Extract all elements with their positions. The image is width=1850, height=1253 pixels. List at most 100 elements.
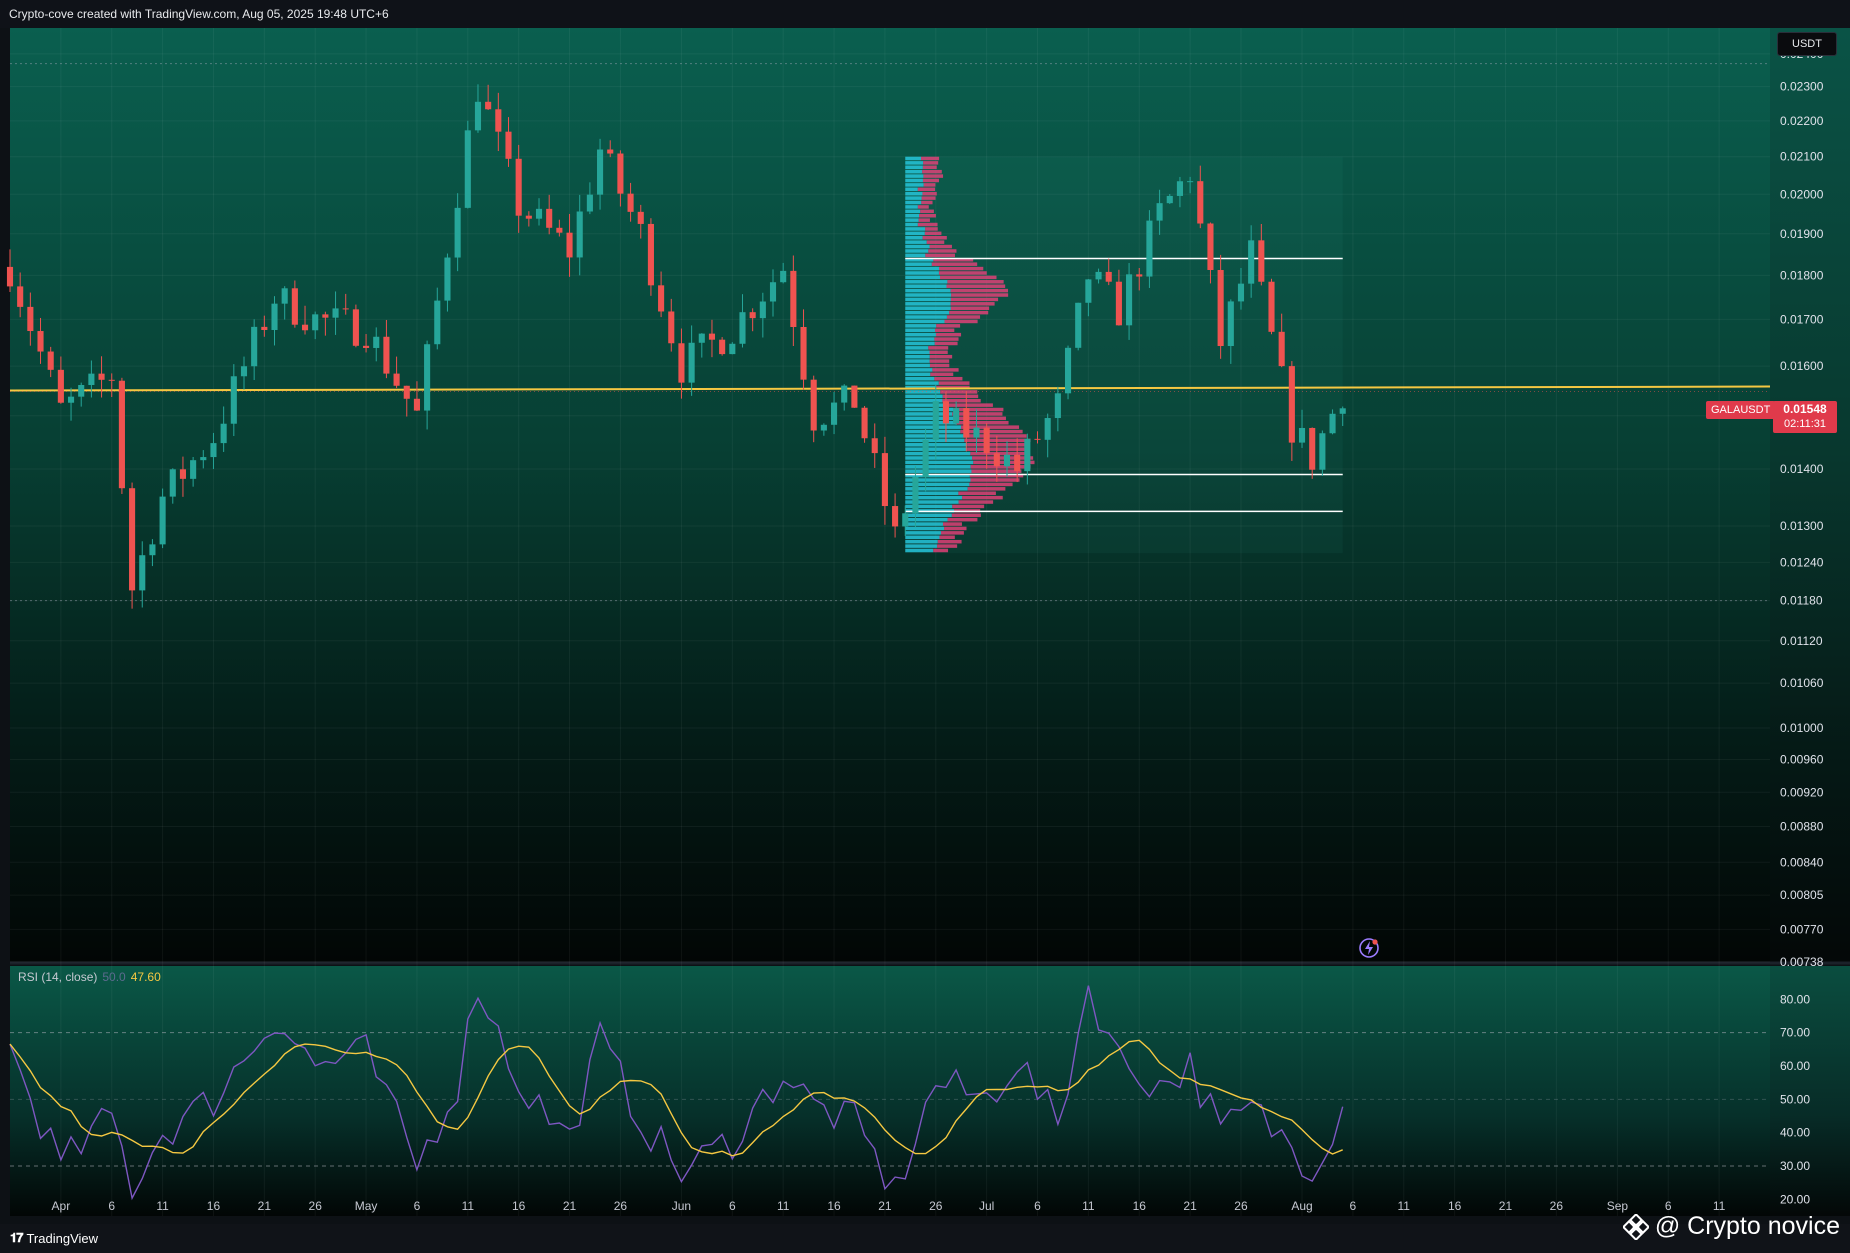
candle <box>1044 413 1051 458</box>
volume-profile-row <box>905 297 999 302</box>
volume-profile-row <box>905 517 978 522</box>
time-tick: Jul <box>979 1199 994 1213</box>
volume-profile-row <box>905 491 996 495</box>
candle <box>210 432 217 469</box>
candle <box>1085 278 1092 317</box>
volume-profile-row <box>905 156 940 161</box>
rsi-legend[interactable]: RSI (14, close) 50.0 47.60 <box>18 970 161 984</box>
candle <box>780 262 787 284</box>
volume-profile-row <box>905 324 961 328</box>
volume-profile-row <box>905 319 978 324</box>
candle <box>373 327 380 362</box>
watermark-text: @ Crypto novice <box>1654 1212 1840 1240</box>
candle <box>1237 267 1245 310</box>
price-tick: 0.01900 <box>1780 227 1824 241</box>
volume-profile-row <box>905 425 1020 429</box>
candle <box>179 456 186 497</box>
price-tick: 0.00880 <box>1780 819 1824 833</box>
candle <box>251 319 258 380</box>
tradingview-brand: TradingView <box>26 1230 99 1246</box>
volume-profile-row <box>905 240 945 244</box>
rsi-axis-pane[interactable] <box>1770 966 1850 1216</box>
tradingview-logo-icon: 𝟏𝟕 <box>10 1230 24 1245</box>
time-tick: 11 <box>462 1199 475 1213</box>
chart-header: Crypto-cove created with TradingView.com… <box>0 0 1850 28</box>
price-axis-pane[interactable] <box>1770 28 1850 962</box>
volume-profile-row <box>905 412 1003 416</box>
price-tick: 0.00770 <box>1780 922 1824 936</box>
time-tick: 16 <box>1133 1199 1147 1213</box>
volume-profile-row <box>905 332 962 337</box>
time-tick: 21 <box>1499 1199 1513 1213</box>
volume-profile-row <box>905 482 1013 487</box>
time-tick: 26 <box>929 1199 943 1213</box>
volume-profile-row <box>905 398 981 403</box>
time-tick: 26 <box>1234 1199 1248 1213</box>
candle <box>67 387 75 421</box>
rsi-indicator-name: RSI (14, close) <box>18 970 98 984</box>
candle <box>464 120 471 209</box>
volume-profile-row <box>905 218 930 222</box>
candle <box>363 334 370 353</box>
candle <box>576 194 583 276</box>
candle <box>1258 223 1265 286</box>
tradingview-logo[interactable]: 𝟏𝟕 TradingView <box>10 1230 98 1246</box>
time-tick: 21 <box>563 1199 577 1213</box>
candle <box>332 291 339 335</box>
candle <box>240 356 248 390</box>
candle <box>861 405 868 443</box>
price-tick: 0.01240 <box>1780 555 1824 569</box>
time-tick: 11 <box>156 1199 169 1213</box>
volume-profile-row <box>905 526 967 531</box>
candle <box>597 138 604 210</box>
candle <box>37 317 44 364</box>
candle <box>790 255 797 346</box>
volume-profile-row <box>905 381 970 385</box>
candle <box>129 482 136 609</box>
candle <box>607 140 614 158</box>
candle <box>1339 406 1346 426</box>
candle <box>1197 165 1204 229</box>
rsi-pane[interactable] <box>10 966 1770 1216</box>
candle <box>47 346 54 378</box>
candle <box>505 117 512 167</box>
candle <box>434 287 441 350</box>
volume-profile-row <box>905 191 937 196</box>
volume-profile-row <box>905 231 942 236</box>
volume-profile-row <box>905 284 1006 288</box>
candle <box>1227 299 1234 364</box>
candle <box>1278 313 1285 368</box>
candle <box>830 391 838 435</box>
candle <box>953 401 960 425</box>
rsi-current-value: 47.60 <box>130 970 161 984</box>
time-tick: 26 <box>309 1199 323 1213</box>
candle <box>678 328 685 399</box>
time-tick: 11 <box>777 1199 790 1213</box>
candle <box>800 309 807 390</box>
rsi-tick: 40.00 <box>1780 1126 1810 1140</box>
support-line[interactable] <box>9 385 1771 392</box>
volume-profile-row <box>905 465 1031 469</box>
bar-countdown: 02:11:31 <box>1783 418 1826 430</box>
currency-selector[interactable]: USDT <box>1777 32 1837 56</box>
time-tick: 26 <box>614 1199 628 1213</box>
price-tick: 0.01400 <box>1780 462 1824 476</box>
lightning-icon[interactable] <box>1358 937 1380 959</box>
volume-profile-row <box>905 500 994 504</box>
symbol-label: GALAUSDT <box>1706 401 1776 419</box>
volume-profile-row <box>905 487 1006 491</box>
candle <box>1136 267 1143 291</box>
candle <box>698 333 705 358</box>
volume-profile-row <box>905 544 958 548</box>
volume-profile-row <box>905 539 962 544</box>
candle <box>1309 427 1316 479</box>
volume-profile-row <box>905 438 1031 443</box>
volume-profile-row <box>905 258 974 262</box>
volume-profile-row <box>905 548 949 553</box>
main-pane[interactable] <box>10 28 1770 962</box>
candle <box>1176 176 1183 208</box>
volume-profile-row <box>905 205 929 209</box>
time-tick: 16 <box>1448 1199 1462 1213</box>
price-tick: 0.00738 <box>1780 955 1824 969</box>
